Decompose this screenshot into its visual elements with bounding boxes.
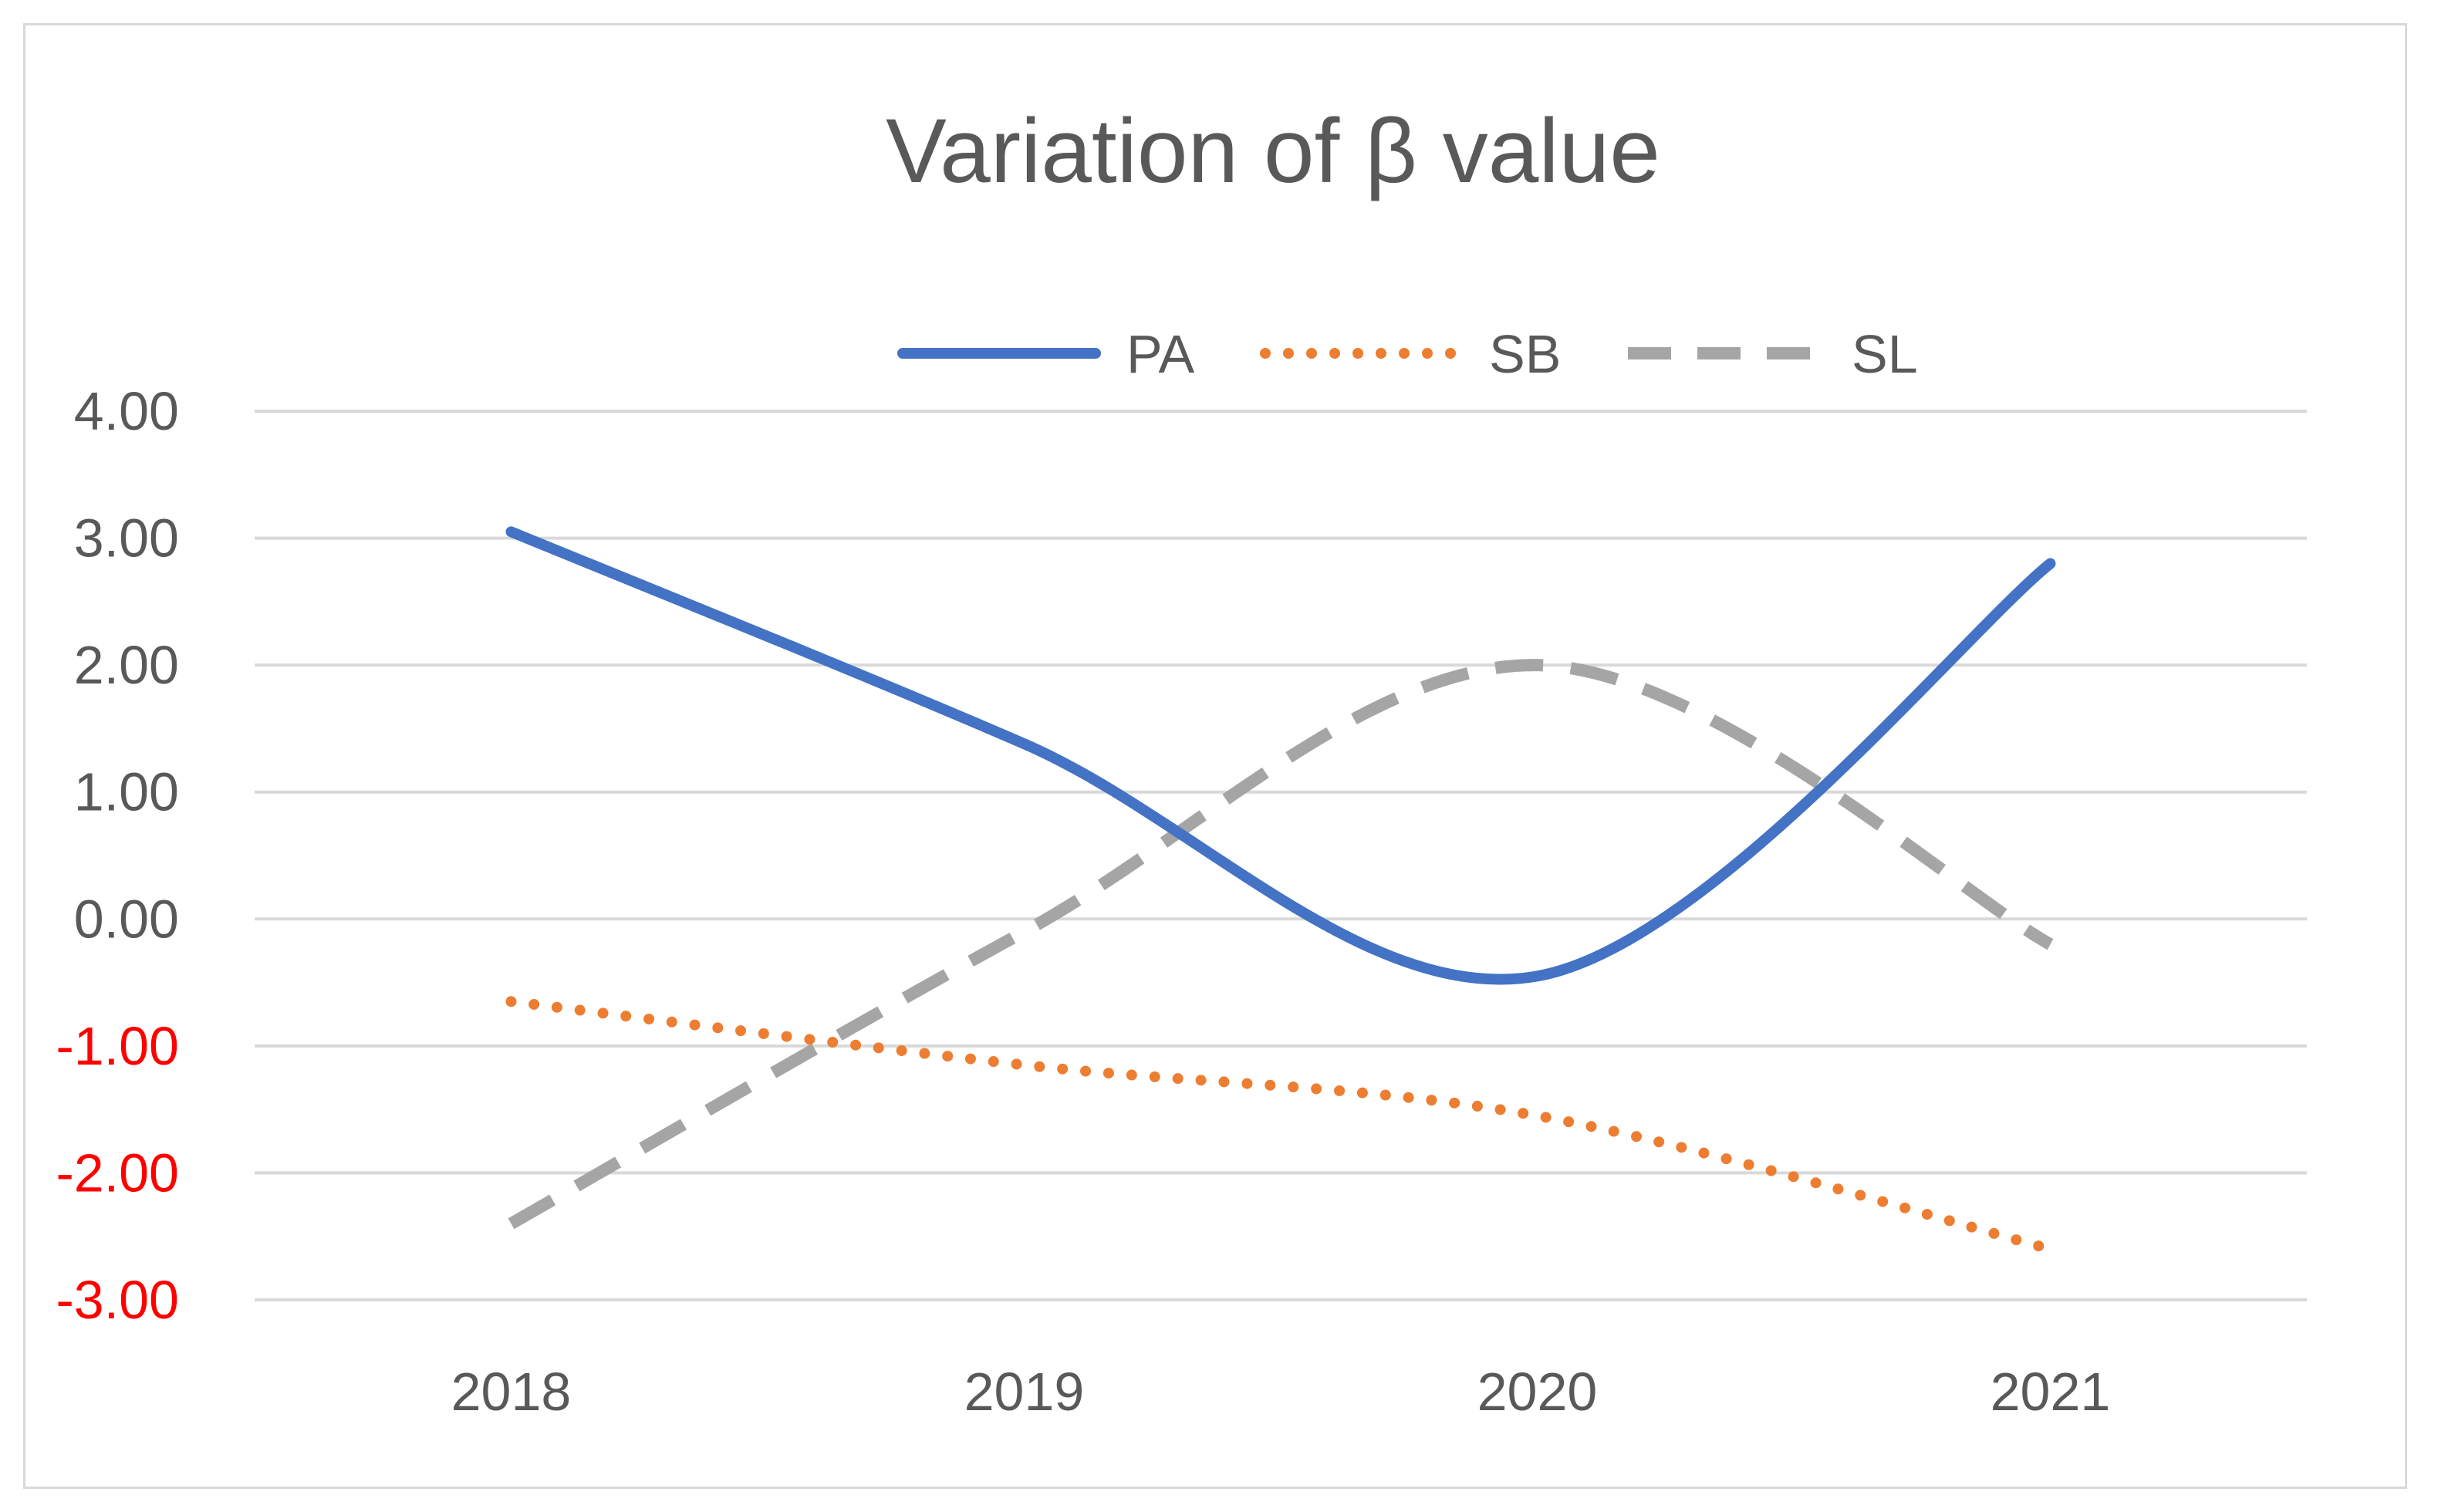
gridlines [255,410,2307,1301]
legend: PA SB SL [897,324,1918,384]
legend-label-sb: SB [1489,324,1561,384]
y-tick-label: -3.00 [56,1270,179,1330]
x-tick-label: 2020 [1477,1362,1598,1422]
y-axis: 4.00 3.00 2.00 1.00 0.00 -1.00 -2.00 -3.00 [56,381,179,1330]
series-line-pa [505,526,2056,985]
y-tick-label: 4.00 [74,381,179,441]
y-tick-label: -1.00 [56,1016,179,1076]
legend-label-sl: SL [1852,324,1918,384]
y-tick-label: 2.00 [74,635,179,695]
x-tick-label: 2018 [451,1362,572,1422]
series-line-sl [508,659,2054,1230]
series-line-sb [505,996,2056,1255]
chart-frame [23,23,2407,1489]
legend-label-pa: PA [1126,324,1194,384]
y-tick-label: -2.00 [56,1142,179,1203]
y-tick-label: 3.00 [74,508,179,569]
x-tick-label: 2021 [1991,1362,2111,1422]
x-tick-label: 2019 [964,1362,1085,1422]
series-lines [505,526,2056,1255]
y-tick-label: 1.00 [74,762,179,822]
chart-title: Variation of β value [886,100,1660,202]
y-tick-label: 0.00 [74,889,179,949]
x-axis: 2018 2019 2020 2021 [451,1362,2111,1422]
